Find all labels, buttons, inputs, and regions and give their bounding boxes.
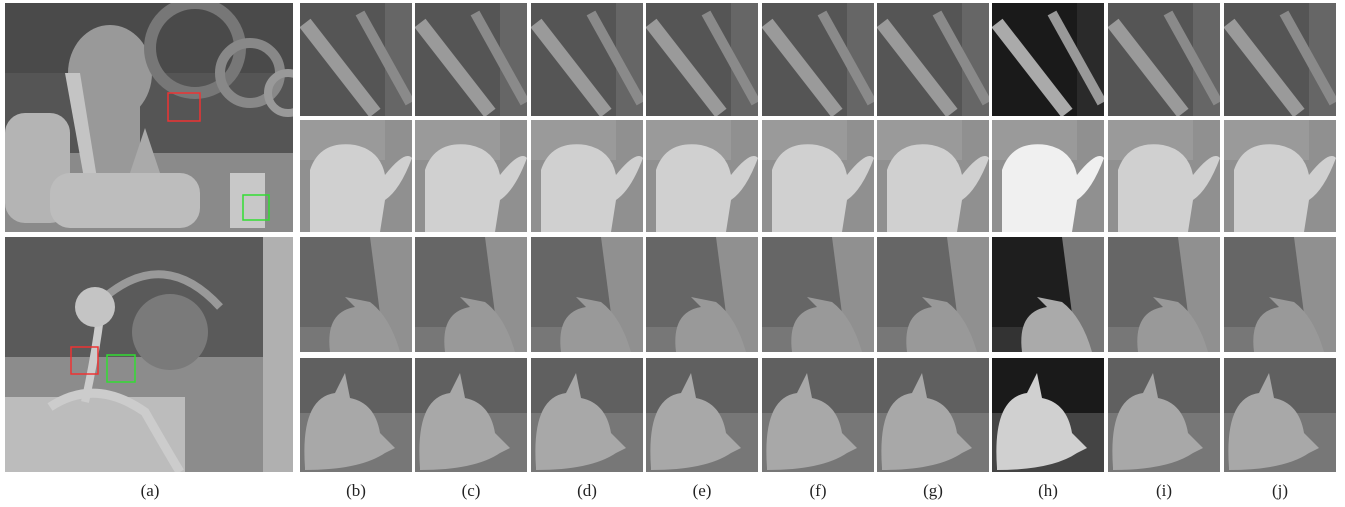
panel-label: (e)	[693, 481, 712, 500]
depth-map-scene-2	[5, 237, 293, 472]
depth-map-tile	[646, 120, 758, 232]
depth-map-tile	[1108, 237, 1220, 352]
depth-map-tile	[300, 120, 412, 232]
depth-map-tile	[1108, 3, 1220, 116]
depth-map-tile	[762, 358, 874, 473]
depth-map-tile	[646, 3, 758, 116]
depth-map-tile	[531, 237, 643, 352]
panel-label: (h)	[1038, 481, 1058, 500]
depth-map-tile	[992, 3, 1104, 116]
depth-map-tile	[415, 120, 527, 232]
depth-map-tile	[415, 237, 527, 352]
panel-label: (g)	[923, 481, 943, 500]
panel-label: (a)	[141, 481, 160, 500]
panel-label: (b)	[346, 481, 366, 500]
depth-map-tile	[1224, 237, 1336, 352]
depth-map-tile	[646, 358, 758, 473]
depth-map-tile	[877, 237, 989, 352]
depth-map-scene-1	[5, 3, 308, 232]
depth-map-tile	[300, 237, 412, 352]
depth-map-tile	[992, 237, 1104, 352]
depth-map-tile	[762, 3, 874, 116]
depth-map-tile	[877, 358, 989, 473]
depth-map-tile	[762, 237, 874, 352]
depth-map-tile	[646, 237, 758, 352]
depth-map-tile	[300, 358, 412, 473]
depth-map-tile	[877, 120, 989, 232]
panel-label: (f)	[810, 481, 827, 500]
depth-map-tile	[415, 358, 527, 473]
depth-map-tile	[531, 3, 643, 116]
depth-map-tile	[531, 120, 643, 232]
depth-map-tile	[877, 3, 989, 116]
depth-map-tile	[1224, 358, 1336, 473]
panel-label: (d)	[577, 481, 597, 500]
depth-map-tile	[1224, 3, 1336, 116]
panel-label: (c)	[462, 481, 481, 500]
depth-map-tile	[1108, 120, 1220, 232]
depth-map-tile	[992, 120, 1104, 232]
depth-map-tile	[531, 358, 643, 473]
panel-label: (i)	[1156, 481, 1172, 500]
depth-map-tile	[300, 3, 412, 116]
figure: (a) (b) (c) (d) (e) (f) (g) (h) (i) (j)	[0, 0, 1345, 507]
depth-map-tile	[415, 3, 527, 116]
depth-map-tile	[762, 120, 874, 232]
depth-map-tile	[1224, 120, 1336, 232]
depth-map-tile	[1108, 358, 1220, 473]
depth-map-tile	[992, 358, 1104, 473]
panel-label: (j)	[1272, 481, 1288, 500]
